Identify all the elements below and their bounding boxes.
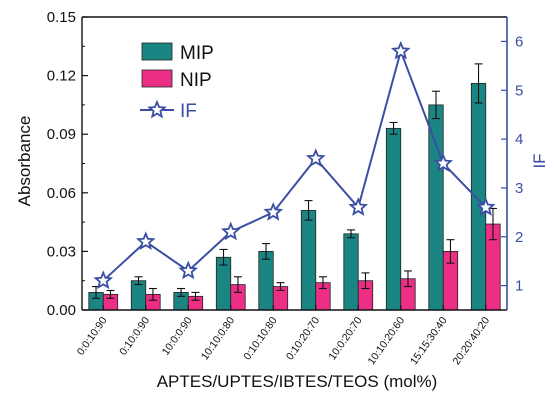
error-bars-layer bbox=[92, 63, 497, 301]
bars-layer bbox=[88, 83, 501, 311]
y-tick-label-4: 0.12 bbox=[47, 68, 76, 85]
error-bar-nip-2 bbox=[191, 291, 200, 301]
y-tick-label-3: 0.09 bbox=[47, 126, 76, 143]
error-bar-nip-0 bbox=[106, 289, 115, 299]
if-point-3 bbox=[220, 221, 241, 241]
error-bar-mip-5 bbox=[304, 200, 313, 221]
legend-star-icon bbox=[147, 99, 167, 119]
bar-mip-9 bbox=[470, 83, 487, 311]
error-bar-mip-3 bbox=[219, 248, 228, 266]
bar-mip-8 bbox=[428, 104, 444, 311]
legend-label-nip: NIP bbox=[180, 70, 212, 91]
error-bar-mip-4 bbox=[262, 243, 271, 260]
x-tick-label-1: 0:10:0:90 bbox=[117, 315, 152, 358]
y2-tick-label-1: 2 bbox=[515, 229, 523, 246]
y2-tick-label-3: 4 bbox=[515, 131, 523, 148]
legend-label-mip: MIP bbox=[180, 43, 214, 64]
y2-tick-label-0: 1 bbox=[515, 278, 523, 295]
y-tick-label-1: 0.03 bbox=[47, 243, 76, 260]
if-point-5 bbox=[305, 148, 326, 167]
error-bar-nip-3 bbox=[233, 276, 242, 293]
error-bar-nip-1 bbox=[148, 287, 157, 301]
if-line bbox=[102, 47, 487, 282]
y2-tick-label-5: 6 bbox=[515, 33, 523, 50]
y2-axis-title: IF bbox=[530, 153, 549, 168]
x-tick-label-9: 20:20:40:20 bbox=[451, 315, 493, 367]
if-point-1 bbox=[135, 231, 156, 251]
if-point-2 bbox=[178, 260, 199, 280]
error-bar-nip-5 bbox=[318, 276, 327, 290]
if-point-4 bbox=[263, 201, 284, 221]
if-point-9 bbox=[475, 197, 496, 216]
error-bar-mip-6 bbox=[347, 229, 356, 239]
bar-mip-4 bbox=[258, 250, 274, 311]
y-tick-label-0: 0.00 bbox=[47, 302, 76, 319]
x-tick-label-7: 10:10:20:60 bbox=[366, 315, 408, 367]
y-axis-title: Absorbance bbox=[15, 116, 34, 207]
error-bar-mip-8 bbox=[432, 90, 441, 120]
bar-mip-5 bbox=[300, 209, 317, 311]
y-tick-label-2: 0.06 bbox=[47, 185, 76, 202]
error-bar-mip-9 bbox=[474, 63, 483, 104]
error-bar-mip-2 bbox=[177, 287, 186, 297]
error-bar-mip-7 bbox=[389, 121, 398, 135]
x-axis-title: APTES/UPTES/IBTES/TEOS (mol%) bbox=[157, 372, 438, 391]
if-line-layer bbox=[93, 40, 496, 290]
legend: MIP NIP IF bbox=[140, 42, 214, 122]
error-bar-nip-7 bbox=[403, 270, 412, 288]
x-tick-label-4: 0:10:10:80 bbox=[241, 315, 279, 363]
x-tick-label-5: 0:10:20:70 bbox=[284, 315, 322, 363]
y-tick-label-5: 0.15 bbox=[47, 9, 76, 26]
x-tick-label-0: 0:0:10:90 bbox=[75, 315, 110, 358]
x-tick-label-2: 10:0:0:90 bbox=[160, 315, 195, 358]
error-bar-nip-4 bbox=[276, 282, 285, 292]
legend-swatch-mip bbox=[141, 42, 173, 61]
y2-tick-label-2: 3 bbox=[515, 180, 523, 197]
if-point-8 bbox=[433, 153, 454, 172]
error-bar-mip-1 bbox=[134, 276, 143, 286]
x-tick-label-3: 10:10:0:80 bbox=[199, 315, 237, 363]
y2-tick-label-4: 5 bbox=[515, 82, 523, 99]
x-tick-label-8: 15:15:30:40 bbox=[408, 315, 450, 367]
legend-swatch-nip bbox=[141, 69, 173, 88]
legend-label-if: IF bbox=[180, 101, 197, 122]
bar-mip-6 bbox=[343, 233, 359, 311]
if-point-7 bbox=[390, 40, 411, 60]
if-point-6 bbox=[348, 197, 369, 216]
error-bar-nip-8 bbox=[446, 239, 455, 264]
error-bar-nip-6 bbox=[361, 272, 370, 290]
x-tick-label-6: 10:0:20:70 bbox=[326, 315, 364, 363]
if-point-0 bbox=[93, 270, 114, 290]
bar-mip-7 bbox=[385, 127, 402, 311]
